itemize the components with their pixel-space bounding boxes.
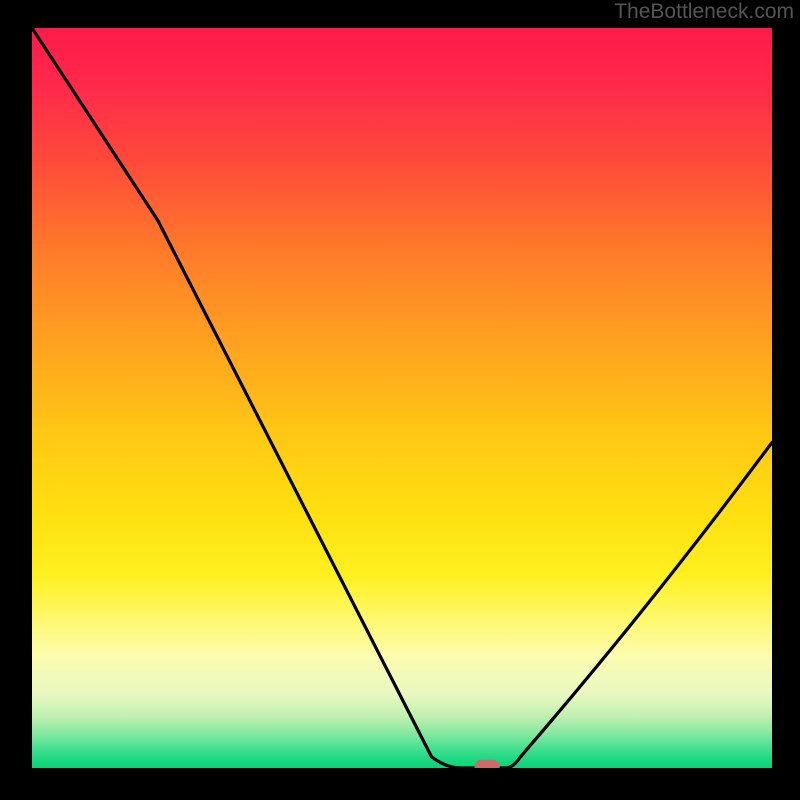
chart-svg: [0, 0, 800, 800]
watermark-text: TheBottleneck.com: [614, 0, 794, 24]
plot-background: [32, 28, 772, 768]
chart-container: TheBottleneck.com: [0, 0, 800, 800]
